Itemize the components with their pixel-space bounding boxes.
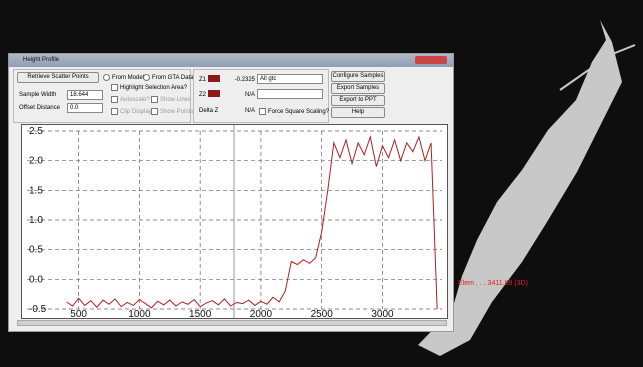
delta-value: N/A: [225, 108, 255, 114]
y-tick-label: -0.5: [29, 304, 47, 315]
sample-width-label: Sample Width: [19, 92, 56, 98]
z2-value: N/A: [225, 92, 255, 98]
retrieve-button[interactable]: Retrieve Scatter Points: [17, 72, 99, 83]
scrollbar[interactable]: [17, 320, 447, 326]
z1-select[interactable]: All gtc: [257, 74, 323, 84]
y-tick-label: 0.5: [29, 245, 43, 256]
elevation-label: Elem . . . 3411.68 (3D): [458, 280, 528, 287]
y-tick-label: 2.0: [29, 156, 43, 167]
configure-button[interactable]: Configure Samples: [331, 71, 385, 82]
clip-checkbox[interactable]: Clip Display?: [111, 108, 155, 115]
z2-select[interactable]: [257, 89, 323, 99]
y-tick-label: 2.5: [29, 126, 43, 137]
radio-models[interactable]: From Models: [103, 74, 147, 81]
close-button[interactable]: [415, 56, 447, 64]
show-points-checkbox[interactable]: Show Points: [151, 108, 193, 115]
ppt-button[interactable]: Export to PPT: [331, 95, 385, 106]
radio-gta[interactable]: From GTA Data: [143, 74, 194, 81]
x-tick-label: 2500: [311, 309, 334, 318]
force-square-checkbox[interactable]: Force Square Scaling?: [259, 108, 329, 115]
autoscale-checkbox[interactable]: Autoscale?: [111, 96, 150, 103]
delta-label: Delta Z: [199, 108, 218, 114]
offset-label: Offset Distance: [19, 105, 60, 111]
y-tick-label: 1.0: [29, 215, 43, 226]
checkbox-label: Clip Display?: [120, 109, 155, 115]
x-tick-label: 2000: [250, 309, 273, 318]
checkbox-label: Autoscale?: [120, 97, 150, 103]
export-button[interactable]: Export Samples: [331, 83, 385, 94]
window-title: Height Profile: [23, 57, 59, 63]
x-tick-label: 1000: [128, 309, 151, 318]
help-button[interactable]: Help: [331, 107, 385, 118]
checkbox-label: Show Points: [160, 109, 193, 115]
sample-width-input[interactable]: 18.644: [67, 90, 103, 100]
radio-label: From Models: [112, 75, 147, 81]
z2-label: Z2: [199, 92, 206, 98]
z1-color: [208, 75, 220, 82]
checkbox-label: Show Lines: [160, 97, 191, 103]
checkbox-label: Force Square Scaling?: [268, 109, 329, 115]
y-tick-label: 0.0: [29, 274, 43, 285]
checkbox-label: Highlight Selection Area?: [120, 85, 187, 91]
screen: Elem . . . 3411.68 (3D) Height Profile R…: [0, 0, 643, 367]
z1-value: -0.2325: [225, 77, 255, 83]
y-tick-label: 1.5: [29, 185, 43, 196]
x-tick-label: 500: [70, 309, 87, 318]
chart: 2.5 2.0 1.5 1.0 0.5 0.0 -0.5 500 1000 1500 2000 250…: [22, 125, 447, 318]
title-bar: Height Profile: [9, 54, 453, 67]
highlight-checkbox[interactable]: Highlight Selection Area?: [111, 84, 187, 91]
z1-label: Z1: [199, 77, 206, 83]
radio-label: From GTA Data: [152, 75, 194, 81]
chart-frame: 2.5 2.0 1.5 1.0 0.5 0.0 -0.5 500 1000 1500 2000 250…: [21, 124, 448, 319]
window: Height Profile Retrieve Scatter Points F…: [8, 53, 454, 332]
x-tick-label: 3000: [371, 309, 394, 318]
show-lines-checkbox[interactable]: Show Lines: [151, 96, 191, 103]
offset-input[interactable]: 0.0: [67, 103, 103, 113]
x-tick-label: 1500: [189, 309, 212, 318]
profile-line: [66, 137, 437, 309]
z2-color: [208, 90, 220, 97]
